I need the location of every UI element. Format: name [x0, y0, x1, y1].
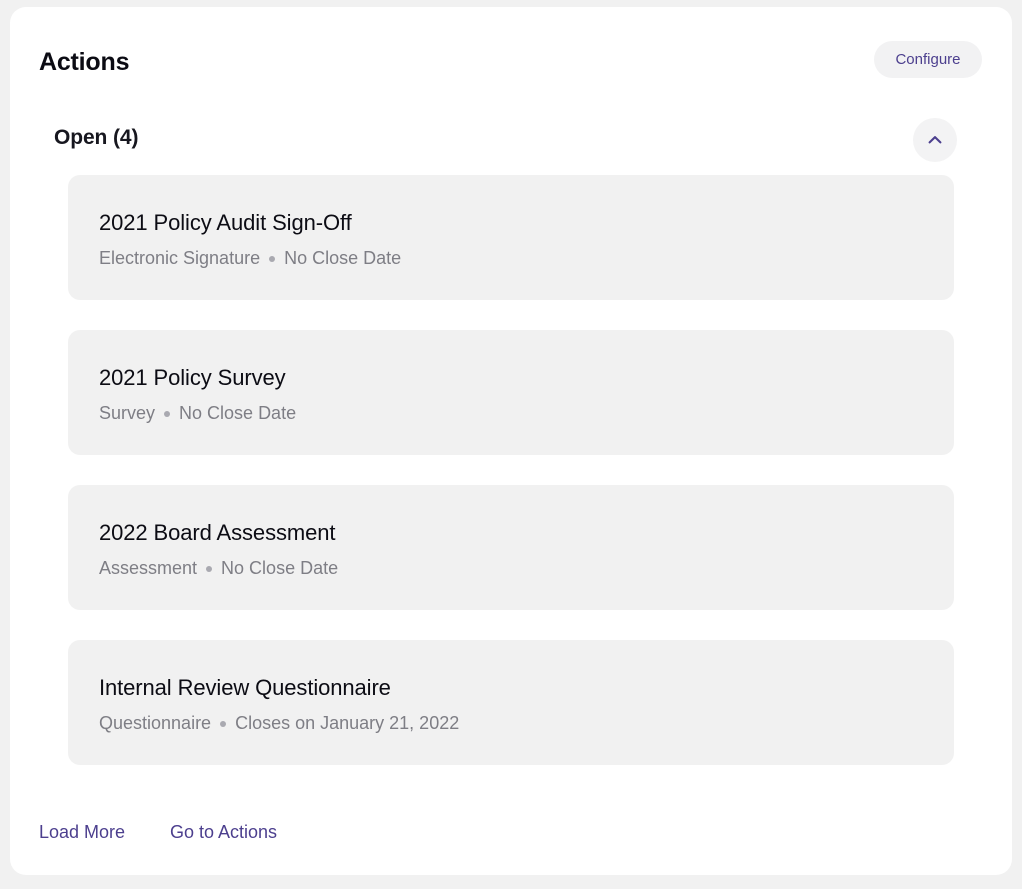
action-card[interactable]: 2021 Policy Survey Survey No Close Date [68, 330, 954, 455]
action-meta: Assessment No Close Date [99, 556, 338, 581]
chevron-up-icon [926, 131, 944, 149]
open-section-title: Open (4) [54, 126, 139, 149]
action-card[interactable]: 2022 Board Assessment Assessment No Clos… [68, 485, 954, 610]
separator-dot-icon [164, 410, 171, 417]
action-close-date: No Close Date [179, 403, 297, 423]
action-type: Electronic Signature [99, 248, 261, 268]
separator-dot-icon [269, 255, 276, 262]
action-close-date: No Close Date [221, 558, 339, 578]
action-title: 2021 Policy Audit Sign-Off [99, 210, 352, 235]
separator-dot-icon [206, 565, 213, 572]
action-title: 2021 Policy Survey [99, 365, 286, 390]
action-meta: Electronic Signature No Close Date [99, 246, 401, 271]
panel-header: Actions Configure [10, 7, 1012, 103]
action-type: Survey [99, 403, 156, 423]
action-title: 2022 Board Assessment [99, 520, 336, 545]
action-card[interactable]: Internal Review Questionnaire Questionna… [68, 640, 954, 765]
collapse-section-button[interactable] [913, 118, 957, 162]
action-meta: Survey No Close Date [99, 401, 296, 426]
action-meta: Questionnaire Closes on January 21, 2022 [99, 711, 459, 736]
open-actions-list: 2021 Policy Audit Sign-Off Electronic Si… [68, 175, 964, 795]
configure-button[interactable]: Configure [874, 41, 982, 78]
separator-dot-icon [220, 720, 227, 727]
action-close-date: Closes on January 21, 2022 [235, 713, 460, 733]
page-title: Actions [39, 48, 130, 76]
panel-footer: Load More Go to Actions [10, 792, 1012, 875]
load-more-link[interactable]: Load More [39, 822, 126, 842]
open-section-header: Open (4) [10, 103, 1012, 175]
go-to-actions-link[interactable]: Go to Actions [170, 822, 278, 842]
action-title: Internal Review Questionnaire [99, 675, 391, 700]
actions-panel: Actions Configure Open (4) 2021 Policy A… [10, 7, 1012, 875]
action-type: Assessment [99, 558, 198, 578]
action-card[interactable]: 2021 Policy Audit Sign-Off Electronic Si… [68, 175, 954, 300]
action-close-date: No Close Date [284, 248, 402, 268]
action-type: Questionnaire [99, 713, 212, 733]
